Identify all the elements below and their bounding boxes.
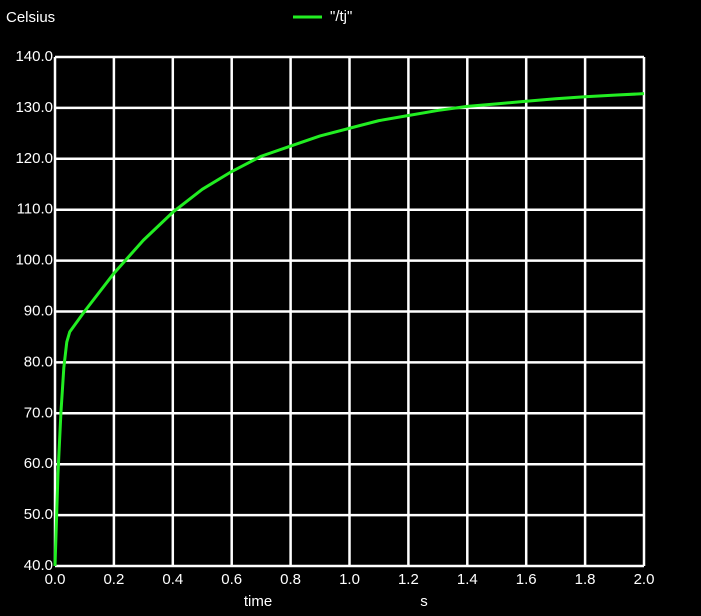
x-tick-label: 1.6 bbox=[516, 571, 537, 588]
y-tick-label: 120.0 bbox=[15, 150, 53, 167]
y-tick-label: 50.0 bbox=[24, 506, 53, 523]
y-axis-label: Celsius bbox=[6, 9, 55, 26]
y-tick-label: 60.0 bbox=[24, 455, 53, 472]
x-tick-label: 0.2 bbox=[103, 571, 124, 588]
data-line bbox=[53, 92, 645, 567]
y-tick-label: 40.0 bbox=[24, 557, 53, 574]
y-tick-label: 80.0 bbox=[24, 353, 53, 370]
y-tick-label: 70.0 bbox=[24, 404, 53, 421]
legend-label: "/tj" bbox=[330, 8, 352, 25]
x-tick-label: 1.2 bbox=[398, 571, 419, 588]
x-tick-label: 0.6 bbox=[221, 571, 242, 588]
x-tick-label: 2.0 bbox=[634, 571, 655, 588]
y-tick-label: 140.0 bbox=[15, 48, 53, 65]
y-tick-label: 130.0 bbox=[15, 99, 53, 116]
y-tick-label: 110.0 bbox=[17, 201, 53, 218]
x-tick-label: 1.4 bbox=[457, 571, 478, 588]
x-tick-label: 1.0 bbox=[339, 571, 360, 588]
x-tick-label: 0.0 bbox=[45, 571, 66, 588]
x-tick-label: 0.4 bbox=[162, 571, 183, 588]
y-tick-label: 100.0 bbox=[15, 252, 53, 269]
x-tick-label: 0.8 bbox=[280, 571, 301, 588]
x-axis-unit: s bbox=[420, 593, 428, 610]
x-axis-label: time bbox=[244, 593, 272, 610]
y-tick-label: 90.0 bbox=[24, 302, 53, 319]
x-tick-label: 1.8 bbox=[575, 571, 596, 588]
